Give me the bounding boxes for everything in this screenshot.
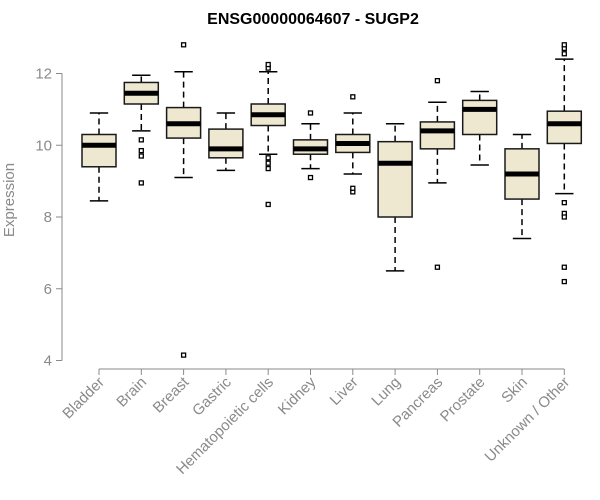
- box-bladder: [81, 112, 117, 202]
- y-axis: 4 6 8 10 12: [35, 66, 63, 370]
- outlier-point: [561, 42, 567, 48]
- outlier-point: [434, 78, 441, 84]
- boxes-layer: [81, 42, 583, 358]
- outlier-point: [307, 110, 314, 116]
- y-tick-label: 8: [44, 209, 52, 226]
- outlier-point: [138, 137, 144, 143]
- chart-title: ENSG00000064607 - SUGP2: [207, 11, 419, 28]
- y-tick-label: 10: [35, 137, 52, 154]
- y-axis-label: Expression: [1, 163, 18, 237]
- box-pancreas: [419, 78, 456, 270]
- x-tick-label: Lung: [368, 374, 404, 410]
- box-hematopoietic-cells: [250, 61, 286, 208]
- x-tick-label: Bladder: [59, 374, 108, 423]
- outlier-point: [434, 264, 441, 270]
- outlier-point: [138, 147, 144, 154]
- outlier-point: [180, 352, 187, 358]
- box-liver: [335, 94, 371, 195]
- box-unknown-other: [546, 42, 583, 285]
- outlier-point: [561, 51, 567, 57]
- x-tick-label: Liver: [327, 374, 362, 409]
- iqr-box: [419, 121, 456, 150]
- outlier-point: [350, 94, 356, 100]
- x-tick-label: Skin: [498, 374, 531, 407]
- outlier-point: [138, 153, 144, 159]
- y-tick-label: 4: [44, 353, 52, 370]
- iqr-box: [546, 110, 583, 145]
- outlier-point: [561, 264, 567, 270]
- outlier-point: [561, 278, 567, 285]
- x-tick-label: Brain: [113, 374, 150, 411]
- outlier-point: [350, 185, 356, 191]
- outlier-point: [307, 174, 314, 181]
- iqr-box: [377, 140, 413, 218]
- box-lung: [377, 122, 413, 272]
- x-tick-label: Breast: [150, 373, 193, 416]
- iqr-box: [461, 99, 498, 136]
- outlier-point: [138, 180, 144, 186]
- x-tick-label: Kidney: [275, 373, 320, 418]
- iqr-box: [81, 133, 117, 168]
- x-tick-label: Prostate: [437, 374, 489, 426]
- y-tick-label: 12: [35, 66, 52, 83]
- outlier-point: [265, 201, 271, 208]
- box-prostate: [461, 90, 498, 166]
- iqr-box: [208, 128, 244, 159]
- outlier-point: [265, 160, 271, 166]
- outlier-point: [561, 199, 567, 206]
- outlier-point: [561, 214, 567, 220]
- box-breast: [165, 42, 202, 358]
- outlier-point: [265, 155, 271, 161]
- box-skin: [504, 133, 540, 240]
- y-tick-label: 6: [44, 281, 52, 298]
- box-gastric: [208, 112, 244, 172]
- outlier-point: [265, 165, 271, 172]
- outlier-point: [180, 42, 187, 48]
- box-brain: [123, 74, 160, 186]
- outlier-point: [265, 61, 271, 68]
- box-kidney: [292, 110, 329, 181]
